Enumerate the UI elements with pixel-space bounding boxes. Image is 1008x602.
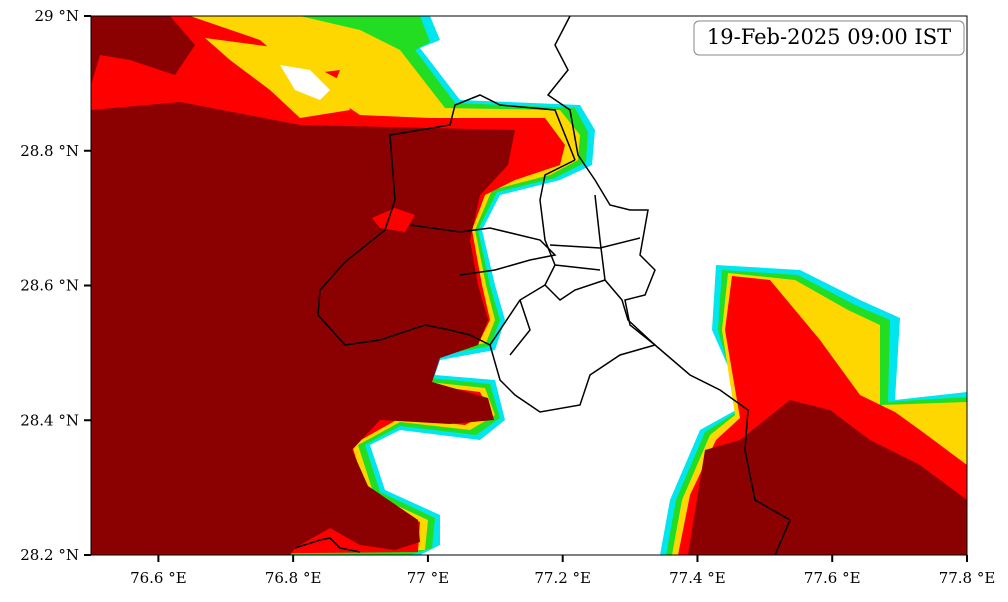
contour-yellow-patch [205, 38, 350, 118]
x-tick-label: 76.8 °E [265, 569, 322, 587]
boundaries [294, 16, 791, 555]
x-tick-label: 77.2 °E [534, 569, 591, 587]
axes: 76.6 °E 76.8 °E 77 °E 77.2 °E 77.4 °E 77.6 °E… [20, 7, 995, 587]
x-tick-label: 76.6 °E [130, 569, 187, 587]
state-boundary [546, 16, 791, 555]
x-tick-label: 77 °E [407, 569, 449, 587]
y-tick-label: 28.4 °N [20, 411, 79, 429]
south-line [294, 537, 361, 553]
contour-white-hole [280, 65, 330, 100]
annotation-box [693, 20, 965, 56]
y-tick-label: 28.6 °N [20, 277, 79, 295]
delhi-boundary [489, 159, 657, 413]
district-line [409, 224, 641, 356]
x-tick-label: 77.4 °E [669, 569, 726, 587]
y-tick-label: 29 °N [35, 7, 79, 25]
y-tick-label: 28.8 °N [20, 142, 79, 160]
timestamp: 19-Feb-2025 09:00 IST [707, 25, 951, 49]
contour-field [91, 16, 967, 555]
x-tick-label: 77.8 °E [939, 569, 996, 587]
haryana-boundary [317, 94, 576, 346]
x-tick-label: 77.6 °E [804, 569, 861, 587]
contour-dark-red [91, 16, 515, 555]
contour-dark-red-right [688, 400, 967, 555]
contour-red-patch [372, 208, 415, 232]
y-tick-label: 28.2 °N [20, 546, 79, 564]
